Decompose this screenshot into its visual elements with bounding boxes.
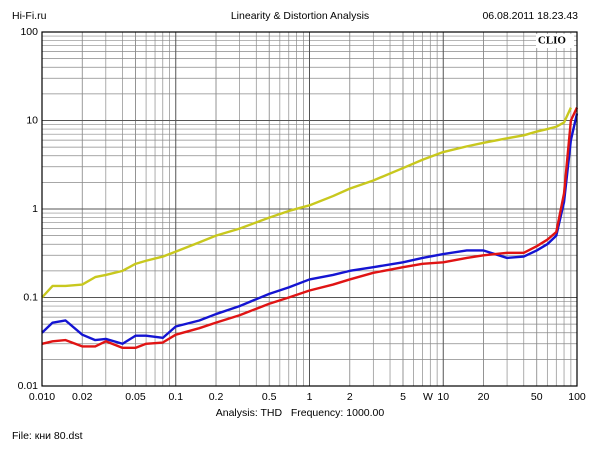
- x-tick-label: 0.5: [262, 391, 277, 403]
- series-line: [41, 107, 579, 350]
- file-label: File: кни 80.dst: [12, 430, 83, 442]
- y-tick-label: 1: [32, 203, 38, 215]
- x-unit-label: W: [423, 391, 433, 403]
- x-tick-label: 0.05: [125, 391, 146, 403]
- logo-box: [536, 34, 574, 48]
- chart-title: Linearity & Distortion Analysis: [231, 10, 369, 22]
- grid: [41, 31, 578, 387]
- x-tick-label: 5: [400, 391, 406, 403]
- x-tick-label: 0.010: [29, 391, 55, 403]
- logo: CLIO: [538, 35, 567, 47]
- y-tick-label: 0.1: [23, 291, 38, 303]
- analysis-label: Analysis: THD Frequency: 1000.00: [216, 407, 385, 419]
- y-tick-label: 100: [20, 26, 38, 38]
- x-tick-label: 0.2: [209, 391, 224, 403]
- plot-frame: [41, 31, 578, 387]
- x-tick-label: 20: [478, 391, 490, 403]
- x-tick-label: 0.02: [72, 391, 93, 403]
- x-tick-label: 1: [307, 391, 313, 403]
- site-label: Hi-Fi.ru: [12, 10, 47, 22]
- y-tick-label: 10: [26, 114, 38, 126]
- x-tick-label: 0.1: [168, 391, 183, 403]
- series-line: [41, 113, 579, 345]
- timestamp: 06.08.2011 18.23.43: [482, 10, 578, 22]
- plot-lines: [41, 107, 579, 350]
- x-tick-label: 2: [347, 391, 353, 403]
- y-tick-label: 0.01: [18, 380, 39, 392]
- x-tick-label: 50: [531, 391, 543, 403]
- x-tick-label: 10: [437, 391, 449, 403]
- series-line: [41, 107, 572, 299]
- x-tick-label: 100: [568, 391, 586, 403]
